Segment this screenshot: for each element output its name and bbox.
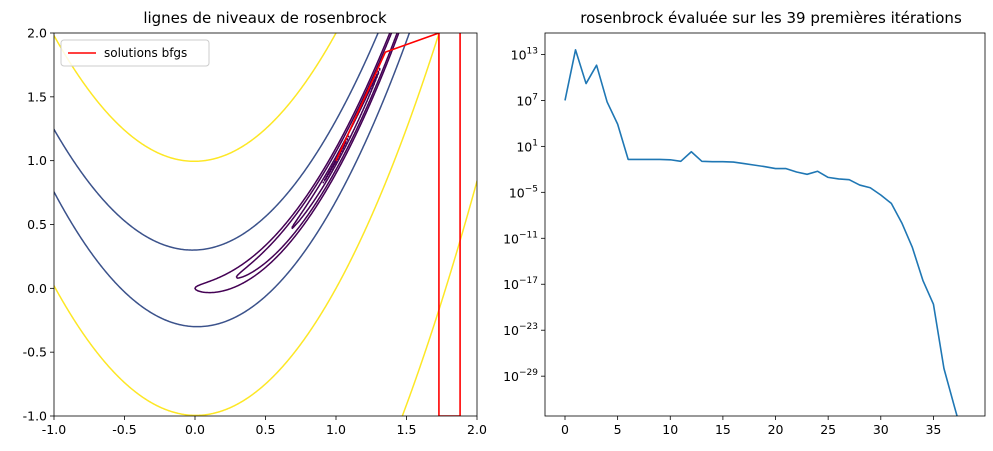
- iterations-x-axis: 0 5 10 15 20 25 30 35: [561, 416, 941, 437]
- iterations-y-axis: 1013 107 101 10−5 10−11 10−17 10−23 10−29: [503, 46, 545, 384]
- x-tick-label: -1.0: [42, 422, 66, 437]
- y-tick-label: 101: [516, 138, 538, 154]
- iterations-chart: rosenbrock évaluée sur les 39 premières …: [503, 9, 986, 437]
- contour-y-axis: -1.0 -0.5 0.0 0.5 1.0 1.5 2.0: [23, 26, 54, 424]
- y-tick-label: 10−23: [503, 322, 538, 338]
- contour-chart: lignes de niveaux de rosenbrock -1.0 -0.5…: [23, 9, 487, 437]
- y-tick-label: 1.5: [27, 89, 47, 104]
- y-tick-label: -1.0: [23, 409, 47, 424]
- x-tick-label: 0.0: [185, 422, 205, 437]
- y-tick-label: 2.0: [27, 26, 47, 41]
- x-tick-label: 20: [768, 422, 784, 437]
- rosenbrock-value-line: [564, 49, 958, 416]
- contour-level-line: [235, 33, 398, 279]
- x-tick-label: 35: [925, 422, 941, 437]
- y-tick-label: -0.5: [23, 345, 47, 360]
- contour-level-line: [401, 180, 477, 416]
- y-tick-label: 10−29: [503, 368, 538, 384]
- y-tick-label: 0.0: [27, 281, 47, 296]
- y-tick-label: 10−17: [503, 276, 538, 292]
- x-tick-label: 0.5: [256, 422, 276, 437]
- contour-level-line: [54, 33, 440, 416]
- y-tick-label: 10−5: [509, 184, 538, 200]
- y-tick-label: 107: [516, 92, 538, 108]
- contour-chart-title: lignes de niveaux de rosenbrock: [143, 9, 387, 27]
- bfgs-solution-lines: [335, 33, 461, 416]
- x-tick-label: 2.0: [467, 422, 487, 437]
- x-tick-label: 15: [715, 422, 731, 437]
- iterations-chart-title: rosenbrock évaluée sur les 39 premières …: [580, 9, 962, 27]
- y-tick-label: 1.0: [27, 153, 47, 168]
- x-tick-label: 1.0: [326, 422, 346, 437]
- x-tick-label: 10: [662, 422, 678, 437]
- iterations-chart-frame: [544, 32, 986, 417]
- x-tick-label: -0.5: [112, 422, 136, 437]
- y-tick-label: 10−11: [503, 230, 538, 246]
- x-tick-label: 25: [820, 422, 836, 437]
- contour-lines: [54, 33, 477, 416]
- legend: solutions bfgs: [60, 39, 210, 67]
- x-tick-label: 30: [873, 422, 889, 437]
- contour-level-line: [54, 33, 411, 328]
- x-tick-label: 5: [614, 422, 622, 437]
- rosenbrock-value-series: [564, 49, 958, 416]
- x-tick-label: 0: [561, 422, 569, 437]
- y-tick-label: 1013: [511, 46, 538, 62]
- x-tick-label: 1.5: [397, 422, 417, 437]
- bfgs-solutions-line: [335, 33, 461, 416]
- y-tick-label: 0.5: [27, 217, 47, 232]
- legend-label: solutions bfgs: [104, 46, 187, 60]
- legend-box: [60, 39, 210, 67]
- contour-x-axis: -1.0 -0.5 0.0 0.5 1.0 1.5 2.0: [42, 416, 487, 437]
- contour-level-line: [194, 33, 400, 294]
